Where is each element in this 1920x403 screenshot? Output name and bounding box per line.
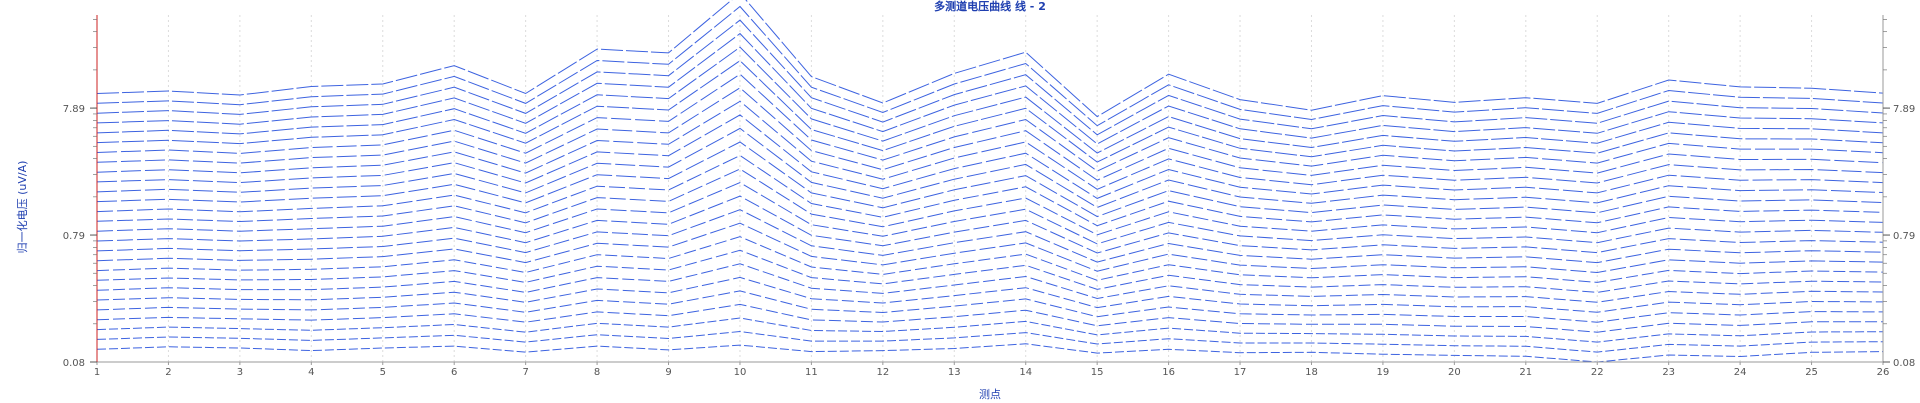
x-tick-label: 23 [1662, 367, 1675, 378]
chart-title: 多测道电压曲线 线 - 2 [934, 0, 1046, 13]
x-tick-label: 16 [1162, 367, 1175, 378]
y-tick-label-right: 7.89 [1893, 104, 1915, 115]
series-line-25 [96, 19, 1884, 136]
series-group [96, 0, 1884, 363]
series-line-9 [96, 236, 1884, 283]
series-line-14 [96, 168, 1884, 236]
x-tick-label: 26 [1877, 367, 1890, 378]
x-tick-label: 24 [1734, 367, 1747, 378]
x-tick-label: 10 [734, 367, 747, 378]
series-line-20 [96, 87, 1884, 181]
series-line-5 [96, 290, 1884, 323]
x-tick-label: 2 [165, 367, 171, 378]
series-line-19 [96, 100, 1884, 190]
series-line-15 [96, 154, 1884, 227]
series-line-12 [96, 195, 1884, 254]
x-tick-label: 1 [94, 367, 100, 378]
series-line-2 [96, 330, 1884, 353]
x-tick-label: 4 [308, 367, 314, 378]
x-tick-label: 7 [522, 367, 528, 378]
axes [96, 15, 1884, 363]
x-tick-label: 20 [1448, 367, 1461, 378]
series-line-8 [96, 249, 1884, 293]
x-tick-label: 13 [948, 367, 961, 378]
series-line-21 [96, 73, 1884, 172]
y-tick-label-right: 0.08 [1893, 358, 1915, 369]
series-line-1 [96, 343, 1884, 363]
series-line-3 [96, 317, 1884, 343]
series-line-27 [96, 0, 1884, 118]
x-tick-label: 22 [1591, 367, 1604, 378]
y-axis-title: 归一化电压 (uV/A) [15, 161, 29, 254]
x-tick-label: 6 [451, 367, 457, 378]
series-line-18 [96, 114, 1884, 199]
x-tick-label: 5 [380, 367, 386, 378]
y-tick-label-left: 7.89 [63, 104, 85, 115]
x-tick-label: 19 [1377, 367, 1390, 378]
x-axis-title: 测点 [979, 388, 1001, 401]
y-tick-label-left: 0.79 [63, 231, 85, 242]
series-line-16 [96, 141, 1884, 218]
y-tick-label-left: 0.08 [63, 358, 85, 369]
series-line-24 [96, 32, 1884, 145]
series-line-22 [96, 60, 1884, 163]
x-tick-label: 8 [594, 367, 600, 378]
series-line-11 [96, 209, 1884, 264]
series-line-23 [96, 46, 1884, 154]
series-line-7 [96, 263, 1884, 303]
x-tick-label: 14 [1019, 367, 1032, 378]
x-tick-label: 18 [1305, 367, 1318, 378]
x-tick-label: 12 [876, 367, 889, 378]
x-tick-label: 25 [1805, 367, 1818, 378]
x-tick-label: 11 [805, 367, 818, 378]
y-tick-label-right: 0.79 [1893, 231, 1915, 242]
x-tick-label: 21 [1519, 367, 1532, 378]
x-tick-label: 17 [1234, 367, 1247, 378]
series-line-4 [96, 303, 1883, 333]
ticks: 1 2 3 4 5 6 7 8 9 10 11 12 13 14 15 16 17 18 19 20 21 22 23 24 2… [63, 19, 1915, 378]
series-line-26 [96, 5, 1884, 127]
series-line-17 [96, 127, 1884, 209]
x-tick-label: 3 [237, 367, 243, 378]
series-line-13 [96, 182, 1884, 245]
series-line-10 [96, 222, 1884, 274]
x-tick-label: 15 [1091, 367, 1104, 378]
x-tick-label: 9 [665, 367, 671, 378]
series-line-6 [96, 276, 1884, 313]
